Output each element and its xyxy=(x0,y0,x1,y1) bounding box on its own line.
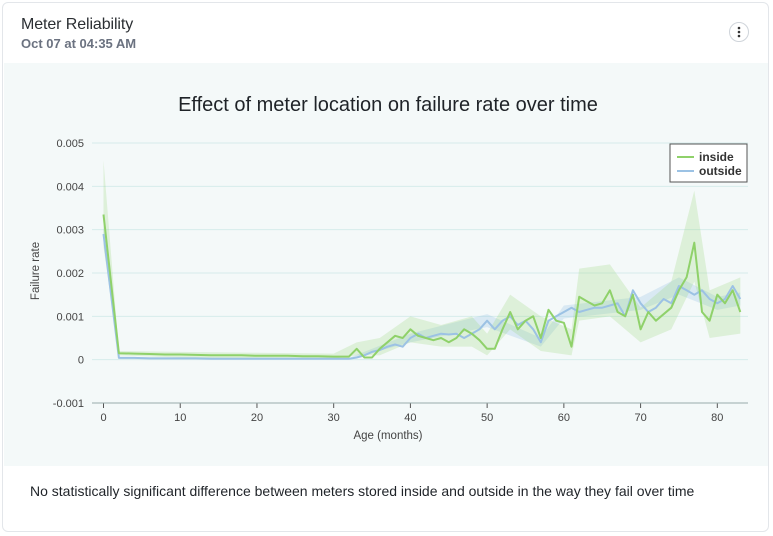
confidence-band-inside xyxy=(103,160,741,359)
x-tick-label: 50 xyxy=(481,412,493,424)
legend-label-inside: inside xyxy=(699,150,734,164)
legend-label-outside: outside xyxy=(699,164,742,178)
card-title: Meter Reliability xyxy=(21,16,134,33)
x-tick-label: 30 xyxy=(328,412,340,424)
confidence-band-outside xyxy=(103,225,741,360)
x-tick-label: 80 xyxy=(711,412,723,424)
failure-rate-chart: Effect of meter location on failure rate… xyxy=(30,94,748,442)
y-axis-label: Failure rate xyxy=(30,242,42,300)
x-tick-label: 20 xyxy=(251,412,263,424)
y-tick-label: 0.003 xyxy=(56,225,84,237)
x-axis-label: Age (months) xyxy=(353,430,422,442)
x-tick-label: 0 xyxy=(100,412,106,424)
series-line-inside xyxy=(102,214,742,359)
chart-caption: No statistically significant difference … xyxy=(30,483,695,499)
legend-box xyxy=(669,143,748,183)
card-timestamp: Oct 07 at 04:35 AM xyxy=(21,36,137,51)
card-header: Meter Reliability Oct 07 at 04:35 AM xyxy=(3,3,768,63)
series-line-outside xyxy=(102,233,742,360)
y-tick-label: 0.001 xyxy=(56,311,84,323)
x-tick-label: 40 xyxy=(404,412,416,424)
chart-panel: Effect of meter location on failure rate… xyxy=(4,63,768,466)
y-tick-label: 0.005 xyxy=(56,138,84,150)
y-tick-label: -0.001 xyxy=(53,398,84,410)
y-tick-label: 0.004 xyxy=(56,181,84,193)
legend: inside outside xyxy=(669,143,748,183)
more-vertical-icon xyxy=(737,26,741,38)
chart-title: Effect of meter location on failure rate… xyxy=(178,94,598,116)
more-options-button[interactable] xyxy=(729,22,749,42)
y-tick-label: 0.002 xyxy=(56,268,84,280)
y-tick-label: 0 xyxy=(78,355,84,367)
x-tick-label: 70 xyxy=(634,412,646,424)
x-tick-label: 60 xyxy=(558,412,570,424)
x-tick-label: 10 xyxy=(174,412,186,424)
